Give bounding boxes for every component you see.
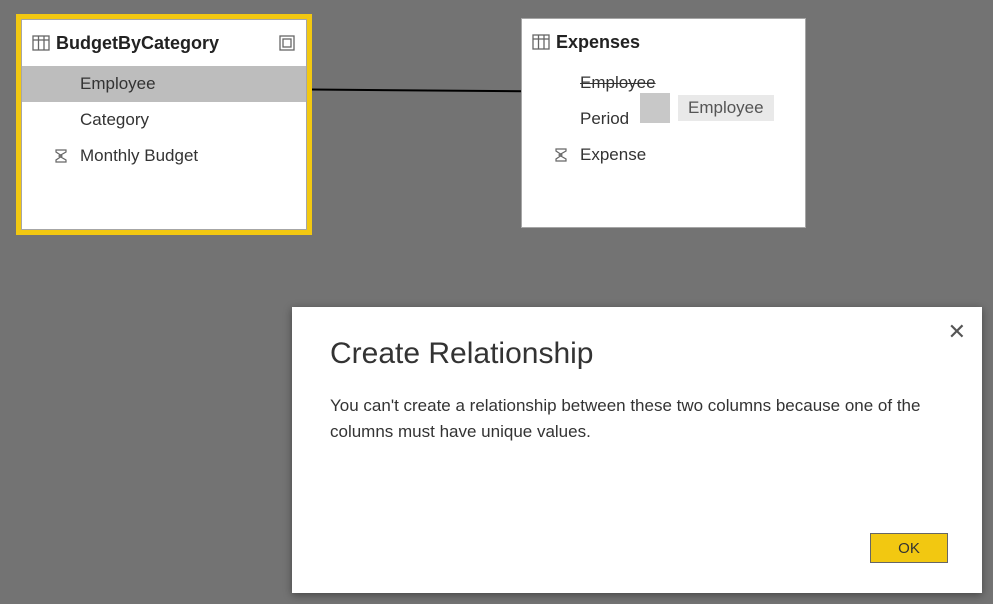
- table-expenses[interactable]: Expenses Employee Period Expense: [521, 18, 806, 228]
- table-budget-by-category[interactable]: BudgetByCategory Employee Category Month…: [21, 19, 307, 230]
- table-title: Expenses: [556, 32, 795, 53]
- dialog-title: Create Relationship: [330, 337, 944, 371]
- table-header[interactable]: Expenses: [522, 19, 805, 65]
- table-title: BudgetByCategory: [56, 33, 278, 54]
- ok-button[interactable]: OK: [870, 533, 948, 563]
- drag-ghost: Employee: [640, 93, 774, 123]
- sigma-icon: [52, 148, 70, 164]
- field-list: Employee Category Monthly Budget: [22, 66, 306, 174]
- sigma-icon: [552, 147, 570, 163]
- table-icon: [532, 33, 550, 51]
- close-icon: ✕: [948, 319, 966, 344]
- create-relationship-dialog: ✕ Create Relationship You can't create a…: [292, 307, 982, 593]
- dialog-body: You can't create a relationship between …: [330, 393, 944, 446]
- drag-ghost-label: Employee: [678, 95, 774, 121]
- table-header[interactable]: BudgetByCategory: [22, 20, 306, 66]
- field-expense[interactable]: Expense: [522, 137, 805, 173]
- drag-ghost-box: [640, 93, 670, 123]
- table-icon: [32, 34, 50, 52]
- calc-group-icon: [278, 34, 296, 52]
- field-employee[interactable]: Employee: [22, 66, 306, 102]
- field-category[interactable]: Category: [22, 102, 306, 138]
- dialog-close-button[interactable]: ✕: [948, 319, 966, 345]
- field-monthly-budget[interactable]: Monthly Budget: [22, 138, 306, 174]
